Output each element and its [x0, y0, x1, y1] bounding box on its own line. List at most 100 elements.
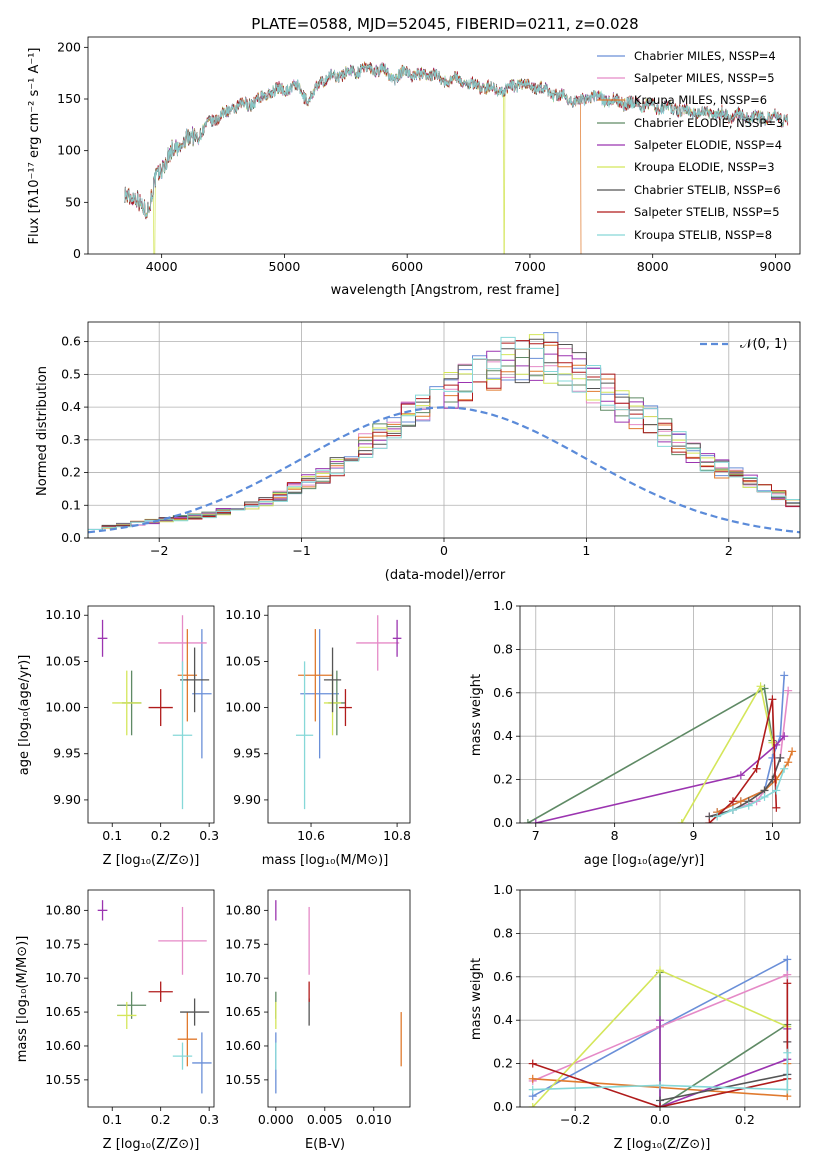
x-tick-label: 8 [611, 828, 619, 843]
axes-frame [87, 889, 215, 1108]
axes-frame [87, 321, 801, 539]
x-tick-label: 0.3 [199, 1112, 219, 1127]
x-tick-label: 8000 [637, 259, 669, 274]
y-tick-label: 0.8 [493, 925, 513, 940]
data-point-3 [177, 1012, 198, 1067]
data-point-5 [97, 619, 108, 657]
weight-vs-age-ylabel: mass weight [469, 674, 484, 756]
y-tick-label: 10.10 [225, 607, 261, 622]
x-tick-label: 0.2 [151, 1112, 171, 1127]
y-tick-label: 10.80 [225, 902, 261, 917]
y-tick-label: 10.05 [225, 653, 261, 668]
legend-label-1: Chabrier MILES, NSSP=4 [634, 49, 776, 63]
y-tick-label: 0.2 [493, 772, 513, 787]
y-tick-label: 10.00 [45, 700, 81, 715]
legend-label-7: Chabrier STELIB, NSSP=6 [634, 183, 781, 197]
data-point-8 [339, 689, 352, 727]
age-vs-mass-xlabel: mass [log₁₀(M/M⊙)] [262, 853, 389, 868]
spectrum-panel: 4000 5000 6000 7000 8000 9000 0 50 100 150 200 [57, 36, 801, 274]
y-tick-label: 0.8 [493, 641, 513, 656]
spectrum-title: PLATE=0588, MJD=52045, FIBERID=0211, z=0… [251, 15, 638, 33]
y-tick-label: 0.0 [493, 815, 513, 830]
x-tick-label: −1 [292, 543, 310, 558]
legend-label-8: Salpeter STELIB, NSSP=5 [634, 205, 780, 219]
axes-frame [267, 889, 411, 1108]
y-tick-label: 0.5 [61, 366, 81, 381]
x-tick-label: 2 [725, 543, 733, 558]
mass-vs-z-ylabel: mass [log₁₀(M/M⊙)] [15, 936, 30, 1063]
data-point-9 [172, 661, 193, 810]
legend-label-2: Salpeter MILES, NSSP=5 [634, 71, 775, 85]
x-tick-label: 0.000 [258, 1112, 294, 1127]
weight-vs-z-ylabel: mass weight [469, 958, 484, 1040]
y-tick-label: 10.75 [225, 936, 261, 951]
y-tick-label: 10.70 [45, 970, 81, 985]
weight-series [523, 671, 797, 823]
legend-label-6: Kroupa ELODIE, NSSP=3 [634, 160, 775, 174]
x-tick-label: −0.2 [560, 1112, 590, 1127]
y-tick-label: 10.00 [225, 700, 261, 715]
y-tick-label: 10.55 [225, 1072, 261, 1087]
y-tick-label: 0.4 [61, 399, 81, 414]
histogram-xlabel: (data-model)/error [385, 568, 506, 583]
y-tick-label: 0.4 [493, 1012, 513, 1027]
weight-vs-z-xlabel: Z [log₁₀(Z/Z⊙)] [614, 1137, 711, 1152]
y-tick-label: 0.1 [61, 497, 81, 512]
data-point-6 [117, 1001, 137, 1030]
points [275, 900, 402, 1094]
y-tick-label: 10.75 [45, 936, 81, 951]
x-tick-label: 10.6 [297, 828, 325, 843]
y-tick-label: 0.6 [493, 969, 513, 984]
x-tick-label: 4000 [146, 259, 178, 274]
data-point-1 [192, 1032, 212, 1094]
y-tick-label: 9.95 [53, 746, 81, 761]
data-point-2 [158, 906, 207, 975]
data-point-3 [298, 629, 333, 722]
legend-label-5: Salpeter ELODIE, NSSP=4 [634, 138, 782, 152]
data-point-9 [172, 1042, 193, 1070]
x-tick-label: 0.1 [102, 1112, 122, 1127]
y-tick-label: 0.2 [493, 1056, 513, 1071]
x-tick-label: 0 [440, 543, 448, 558]
weight-line [532, 1052, 789, 1091]
spectrum-ylabel: Flux [fλ10⁻¹⁷ erg cm⁻² s⁻¹ A⁻¹] [27, 48, 42, 245]
data-point-1 [192, 629, 212, 759]
x-tick-label: 7000 [514, 259, 546, 274]
weight-series-4 [523, 684, 777, 823]
y-tick-label: 0.0 [493, 1099, 513, 1114]
y-tick-label: 0.6 [493, 685, 513, 700]
age-vs-mass-panel: 10.6 10.8 9.90 9.95 10.00 10.05 10.10 [225, 605, 411, 843]
mass-vs-ebv-xlabel: E(B-V) [305, 1137, 345, 1152]
data-point-5 [392, 619, 402, 657]
age-vs-z-ylabel: age [log₁₀(age/yr)] [17, 655, 32, 776]
age-vs-z-panel: 0.1 0.2 0.3 9.90 9.95 10.00 10.05 10.10 [45, 605, 219, 843]
x-tick-label: −2 [150, 543, 168, 558]
y-tick-label: 10.10 [45, 607, 81, 622]
mass-vs-z-panel: 0.1 0.2 0.3 10.55 10.60 10.65 10.70 10.75 10.80 [45, 889, 219, 1127]
y-tick-label: 10.80 [45, 902, 81, 917]
weight-line [532, 983, 789, 1107]
x-tick-label: 6000 [391, 259, 423, 274]
x-tick-label: 1 [582, 543, 590, 558]
y-tick-label: 100 [57, 143, 81, 158]
weight-series-9 [713, 764, 789, 821]
data-point-8 [148, 689, 173, 727]
x-tick-label: 0.005 [307, 1112, 343, 1127]
weight-series-9 [528, 1048, 792, 1094]
axes-frame [267, 605, 411, 824]
y-tick-label: 150 [57, 91, 81, 106]
y-tick-label: 0.0 [61, 530, 81, 545]
weight-line [681, 684, 774, 823]
data-point-4 [117, 991, 147, 1019]
weight-vs-z-panel: −0.2 0.0 0.2 0.0 0.2 0.4 0.6 0.8 1.0 [493, 882, 801, 1127]
y-tick-label: 1.0 [493, 882, 513, 897]
x-tick-label: 0.2 [735, 1112, 755, 1127]
data-point-7 [323, 647, 342, 713]
x-tick-label: 0.0 [650, 1112, 670, 1127]
data-point-8 [148, 981, 173, 1002]
data-point-3 [177, 629, 198, 722]
x-tick-label: 9000 [760, 259, 792, 274]
weight-vs-age-panel: 7 8 9 10 0.0 0.2 0.4 0.6 0.8 1.0 [493, 598, 801, 843]
weight-series-6 [677, 682, 777, 823]
x-tick-label: 7 [532, 828, 540, 843]
